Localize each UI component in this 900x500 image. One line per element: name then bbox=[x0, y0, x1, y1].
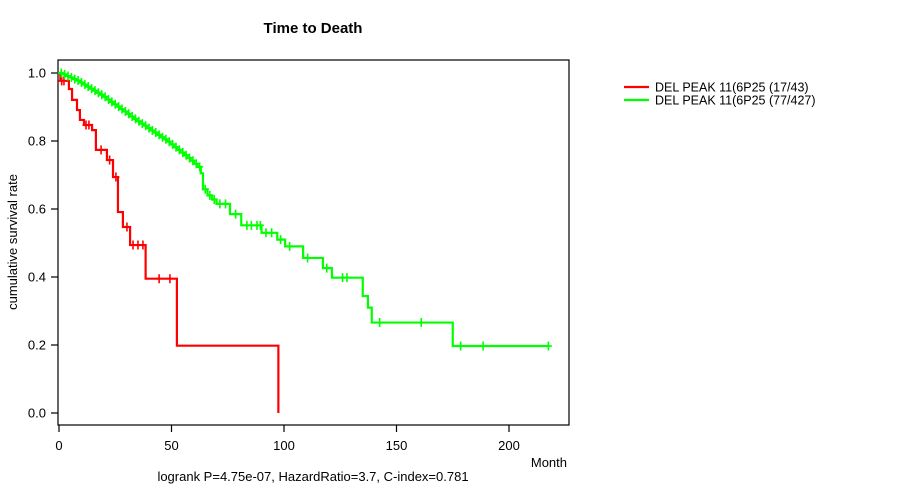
legend-label-group2: DEL PEAK 11(6P25 (77/427) bbox=[655, 94, 816, 108]
y-tick-label: 0.0 bbox=[28, 406, 46, 421]
x-tick-label: 200 bbox=[498, 438, 520, 453]
km-curve-group1 bbox=[58, 71, 280, 413]
survival-curves bbox=[57, 68, 552, 413]
censor-marks bbox=[57, 68, 552, 351]
legend-label-group1: DEL PEAK 11(6P25 (17/43) bbox=[655, 81, 809, 95]
censor-marks bbox=[58, 76, 174, 284]
legend: DEL PEAK 11(6P25 (17/43) DEL PEAK 11(6P2… bbox=[624, 81, 816, 108]
y-tick-label: 0.2 bbox=[28, 338, 46, 353]
x-tick-label: 0 bbox=[55, 438, 62, 453]
y-tick-label: 0.4 bbox=[28, 270, 46, 285]
y-axis-ticks: 0.0 0.2 0.4 0.6 0.8 1.0 bbox=[28, 66, 58, 421]
x-tick-label: 150 bbox=[386, 438, 408, 453]
plot-title: Time to Death bbox=[264, 20, 363, 37]
y-tick-label: 0.6 bbox=[28, 202, 46, 217]
annotation-stats: logrank P=4.75e-07, HazardRatio=3.7, C-i… bbox=[157, 469, 468, 484]
km-step-path bbox=[59, 71, 280, 413]
y-tick-label: 1.0 bbox=[28, 66, 46, 81]
y-axis-label: cumulative survival rate bbox=[5, 174, 20, 310]
km-curve-group2 bbox=[57, 68, 552, 351]
plot-frame bbox=[57, 59, 570, 426]
x-axis-ticks: 0 50 100 150 200 bbox=[55, 425, 520, 453]
x-axis-label: Month bbox=[531, 455, 567, 470]
x-tick-label: 50 bbox=[164, 438, 178, 453]
y-tick-label: 0.8 bbox=[28, 134, 46, 149]
x-tick-label: 100 bbox=[273, 438, 295, 453]
